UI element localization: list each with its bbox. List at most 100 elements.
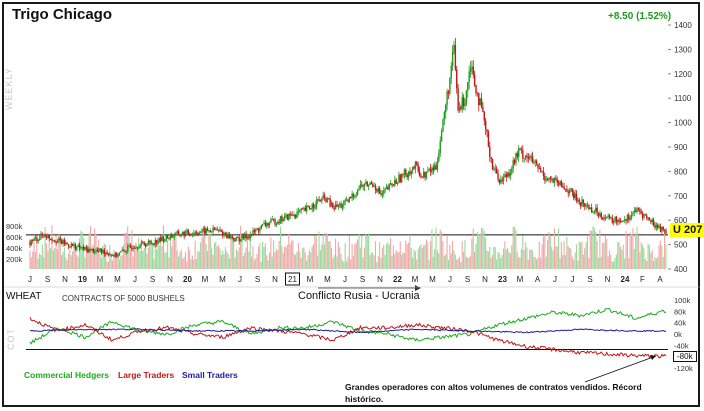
candle-body [361, 184, 363, 186]
candle-body [402, 173, 404, 175]
candle-body [610, 216, 612, 219]
candle-body [271, 219, 273, 221]
candle-body [398, 174, 400, 184]
volume-bar [158, 245, 160, 269]
candle-body [633, 210, 636, 213]
volume-bar [551, 246, 553, 269]
volume-bar [566, 236, 568, 269]
candle-body [212, 227, 214, 232]
candle-body [567, 191, 569, 194]
volume-bar [658, 245, 660, 269]
volume-bar [526, 247, 528, 269]
candle-body [546, 179, 549, 181]
x-axis-tick: M [412, 275, 419, 284]
candle-body [367, 184, 370, 187]
volume-bar [29, 250, 31, 269]
candle-body [211, 231, 213, 233]
candle-body [138, 247, 140, 249]
candle-body [73, 244, 75, 246]
candle-body [581, 199, 583, 207]
candle-body [650, 220, 652, 222]
volume-bar [452, 240, 454, 269]
candle-body [578, 199, 580, 203]
volume-bar [50, 248, 52, 269]
candle-body [277, 221, 279, 224]
candle-body [198, 232, 201, 235]
legend-commercial-hedgers: Commercial Hedgers [24, 370, 110, 380]
candle-body [465, 90, 468, 104]
candle-body [663, 229, 666, 231]
conflict-arrow-head [415, 285, 421, 291]
candle-body [545, 179, 547, 181]
candle-body [47, 235, 49, 239]
candle-body [255, 229, 257, 232]
volume-bar [311, 246, 313, 269]
volume-bar [648, 244, 650, 269]
candle-body [58, 238, 60, 241]
volume-bar [307, 254, 309, 269]
volume-bar [553, 228, 555, 269]
volume-bar [216, 246, 218, 269]
volume-bar [646, 260, 648, 269]
volume-bar [77, 256, 79, 269]
price-axis-tick: 1000 [674, 119, 692, 128]
volume-bar [292, 240, 294, 269]
volume-bar [390, 237, 392, 269]
volume-bar [628, 257, 630, 269]
x-axis-tick: M [429, 275, 436, 284]
volume-bar [531, 250, 533, 269]
candle-body [294, 215, 297, 218]
candle-body [533, 162, 535, 164]
candle-body [350, 196, 352, 199]
volume-bar [94, 228, 96, 269]
candle-body [564, 189, 567, 191]
volume-bar [372, 252, 374, 269]
candle-body [421, 176, 424, 178]
volume-axis-tick: 600k [6, 233, 23, 242]
volume-bar [120, 256, 122, 269]
volume-bar [198, 251, 200, 269]
volume-bar [337, 242, 339, 269]
candle-body [318, 199, 320, 201]
candle-body [256, 228, 258, 230]
candle-body [377, 188, 379, 192]
volume-bar [113, 249, 115, 269]
candle-body [237, 237, 239, 239]
candle-body [384, 189, 386, 191]
candle-body [293, 215, 296, 217]
volume-bar [614, 257, 616, 269]
candle-body [202, 228, 205, 230]
candle-body [640, 212, 642, 214]
candle-body [231, 236, 234, 238]
volume-bar [618, 242, 620, 269]
volume-bar [595, 232, 597, 269]
candle-body [216, 229, 218, 231]
candle-body [559, 180, 561, 185]
candle-body [345, 199, 348, 201]
candle-body [204, 228, 206, 234]
candle-body [615, 216, 618, 223]
candle-body [473, 74, 476, 86]
candle-body [657, 224, 659, 228]
candle-body [351, 193, 353, 199]
candle-body [574, 193, 576, 199]
volume-bar [625, 231, 627, 269]
volume-bar [297, 243, 299, 269]
volume-bar [603, 242, 605, 269]
candle-body [548, 177, 550, 180]
candle-body [128, 245, 130, 247]
x-axis-tick: J [553, 275, 557, 284]
volume-bar [653, 260, 655, 269]
volume-bar [55, 235, 57, 269]
candle-body [365, 181, 367, 184]
x-axis-tick: 19 [78, 275, 87, 284]
volume-bar [271, 256, 273, 269]
candle-body [593, 211, 596, 213]
candle-body [352, 193, 355, 197]
volume-bar [617, 242, 619, 269]
candle-body [62, 239, 64, 244]
volume-bar [508, 251, 510, 269]
volume-bar [655, 258, 657, 269]
candle-body [297, 210, 300, 213]
volume-bar [592, 226, 594, 269]
